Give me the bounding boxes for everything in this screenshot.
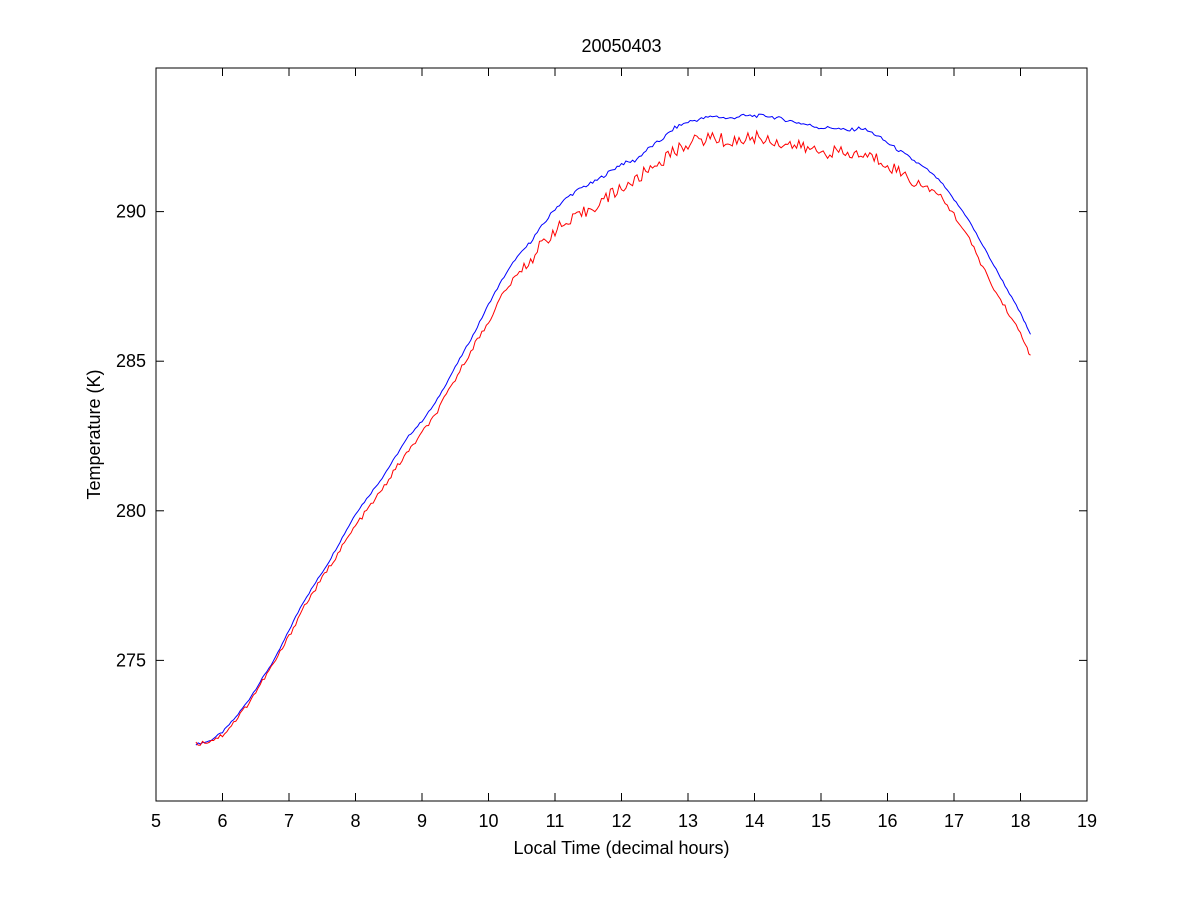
y-tick-label: 280 — [116, 501, 146, 521]
x-tick-label: 19 — [1077, 811, 1097, 831]
x-tick-label: 13 — [678, 811, 698, 831]
x-tick-label: 12 — [611, 811, 631, 831]
x-tick-label: 6 — [217, 811, 227, 831]
x-tick-label: 8 — [350, 811, 360, 831]
y-tick-label: 285 — [116, 351, 146, 371]
x-tick-label: 14 — [744, 811, 764, 831]
x-tick-label: 7 — [284, 811, 294, 831]
plot-area — [155, 67, 1088, 802]
x-tick-label: 16 — [877, 811, 897, 831]
series-line-1 — [195, 113, 1031, 746]
x-tick-label: 11 — [546, 811, 565, 831]
y-axis-label: Temperature (K) — [84, 369, 104, 499]
x-tick-label: 18 — [1010, 811, 1030, 831]
x-tick-label: 10 — [478, 811, 498, 831]
ticks-layer: 5 6 7 8 9 10 11 12 13 14 15 16 17 18 19 275 280 285 290 — [116, 68, 1097, 831]
series-line-2 — [195, 129, 1031, 746]
x-tick-label: 9 — [417, 811, 427, 831]
y-tick-label: 275 — [116, 650, 146, 670]
chart-title: 20050403 — [581, 36, 661, 56]
x-tick-label: 17 — [944, 811, 964, 831]
series-layer — [195, 113, 1031, 746]
x-axis-label: Local Time (decimal hours) — [513, 838, 729, 858]
y-tick-label: 290 — [116, 202, 146, 222]
x-tick-label: 5 — [151, 811, 161, 831]
x-tick-label: 15 — [811, 811, 831, 831]
